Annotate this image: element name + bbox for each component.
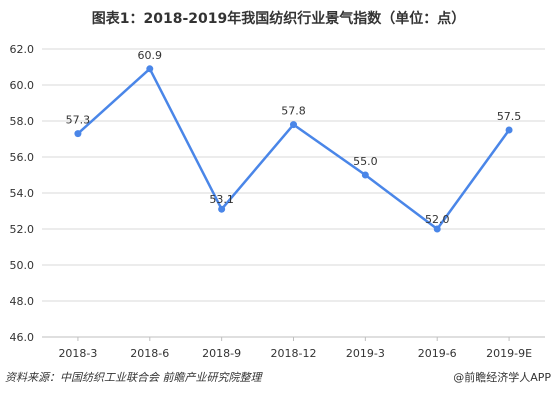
x-tick-label: 2019-6 (418, 347, 457, 360)
data-label: 57.8 (281, 105, 306, 118)
y-tick-label: 58.0 (10, 115, 35, 128)
data-point (146, 65, 154, 73)
source-note: 资料来源：中国纺织工业联合会 前瞻产业研究院整理 (5, 371, 262, 384)
x-tick-label: 2019-3 (346, 347, 385, 360)
data-point (505, 126, 513, 134)
x-tick-label: 2018-6 (130, 347, 169, 360)
y-tick-label: 46.0 (10, 331, 35, 344)
y-tick-label: 48.0 (10, 295, 35, 308)
y-tick-label: 60.0 (10, 79, 35, 92)
x-tick-label: 2018-3 (58, 347, 97, 360)
data-label: 57.5 (497, 110, 522, 123)
y-tick-label: 54.0 (10, 187, 35, 200)
data-label: 57.3 (66, 114, 91, 127)
data-point (433, 225, 441, 233)
data-point (361, 171, 369, 179)
data-label: 52.0 (425, 213, 450, 226)
chart-title: 图表1：2018-2019年我国纺织行业景气指数（单位：点） (91, 11, 466, 27)
data-label: 53.1 (209, 193, 234, 206)
data-point (74, 130, 82, 138)
data-label: 60.9 (138, 49, 163, 62)
y-tick-label: 50.0 (10, 259, 35, 272)
x-tick-label: 2019-9E (486, 347, 532, 360)
data-point (290, 121, 297, 129)
y-tick-label: 52.0 (10, 223, 35, 236)
data-point (218, 205, 226, 213)
y-tick-label: 56.0 (10, 151, 35, 164)
y-tick-label: 62.0 (10, 43, 35, 56)
x-tick-label: 2018-12 (271, 347, 317, 360)
brand-credit: @前瞻经济学人APP (453, 371, 551, 384)
data-label: 55.0 (353, 155, 378, 168)
x-tick-label: 2018-9 (202, 347, 241, 360)
series-line (77, 67, 511, 231)
